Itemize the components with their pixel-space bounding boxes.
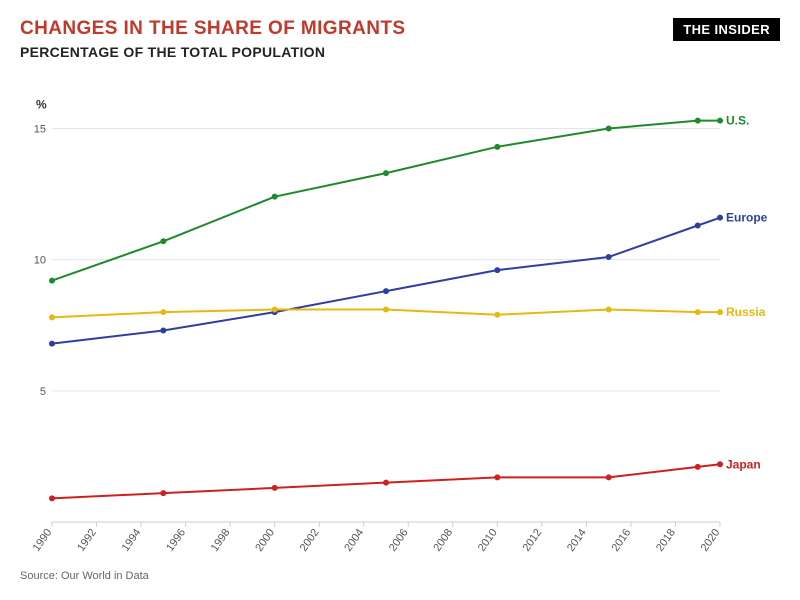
series-marker [717,461,723,467]
series-marker [383,480,389,486]
series-marker [695,309,701,315]
y-tick-label: 10 [34,255,46,267]
x-tick-label: 2012 [520,527,544,554]
x-tick-label: 1994 [120,527,144,554]
series-marker [717,118,723,124]
series-label-u-s-: U.S. [726,114,749,128]
series-marker [717,215,723,221]
header: CHANGES IN THE SHARE OF MIGRANTS PERCENT… [20,18,780,60]
series-marker [383,170,389,176]
x-tick-label: 1992 [75,527,99,554]
series-marker [49,341,55,347]
series-marker [695,223,701,229]
series-marker [494,474,500,480]
series-marker [695,118,701,124]
y-tick-label: 5 [40,386,46,398]
series-line-u-s- [52,121,720,281]
series-marker [606,474,612,480]
series-marker [606,254,612,260]
series-marker [49,495,55,501]
series-marker [160,309,166,315]
series-line-europe [52,218,720,344]
x-tick-label: 2016 [610,527,634,554]
series-label-japan: Japan [726,457,761,471]
series-marker [160,238,166,244]
chart-container: CHANGES IN THE SHARE OF MIGRANTS PERCENT… [0,0,800,600]
series-marker [494,144,500,150]
series-label-russia: Russia [726,305,766,319]
y-tick-label: 15 [34,123,46,135]
series-marker [272,485,278,491]
x-tick-label: 1998 [209,527,233,554]
series-marker [49,314,55,320]
series-marker [272,306,278,312]
x-tick-label: 2018 [654,527,678,554]
y-axis-unit: % [36,97,47,111]
series-marker [49,278,55,284]
brand-badge: THE INSIDER [673,18,780,41]
x-tick-label: 2000 [253,527,277,554]
series-marker [383,288,389,294]
chart-area: 5 10 15% 1990 1992 1994 1996 1998 2000 2002 2004 20… [20,66,780,566]
line-chart: 5 10 15% 1990 1992 1994 1996 1998 2000 2002 2004 20… [20,66,780,566]
chart-title: CHANGES IN THE SHARE OF MIGRANTS [20,18,405,40]
x-tick-label: 1990 [31,527,55,554]
series-marker [717,309,723,315]
x-tick-label: 2004 [342,527,366,554]
series-marker [383,306,389,312]
series-marker [272,194,278,200]
x-tick-label: 2010 [476,527,500,554]
x-tick-label: 2006 [387,527,411,554]
series-marker [494,312,500,318]
x-tick-label: 2008 [431,527,455,554]
series-marker [494,267,500,273]
series-marker [606,125,612,131]
x-tick-label: 2020 [699,527,723,554]
series-label-europe: Europe [726,211,768,225]
series-marker [606,306,612,312]
series-marker [160,490,166,496]
chart-subtitle: PERCENTAGE OF THE TOTAL POPULATION [20,44,405,60]
source-line: Source: Our World in Data [20,570,780,582]
x-tick-label: 1996 [164,527,188,554]
x-tick-label: 2014 [565,527,589,554]
x-tick-label: 2002 [298,527,322,554]
series-marker [160,327,166,333]
title-block: CHANGES IN THE SHARE OF MIGRANTS PERCENT… [20,18,405,60]
series-marker [695,464,701,470]
